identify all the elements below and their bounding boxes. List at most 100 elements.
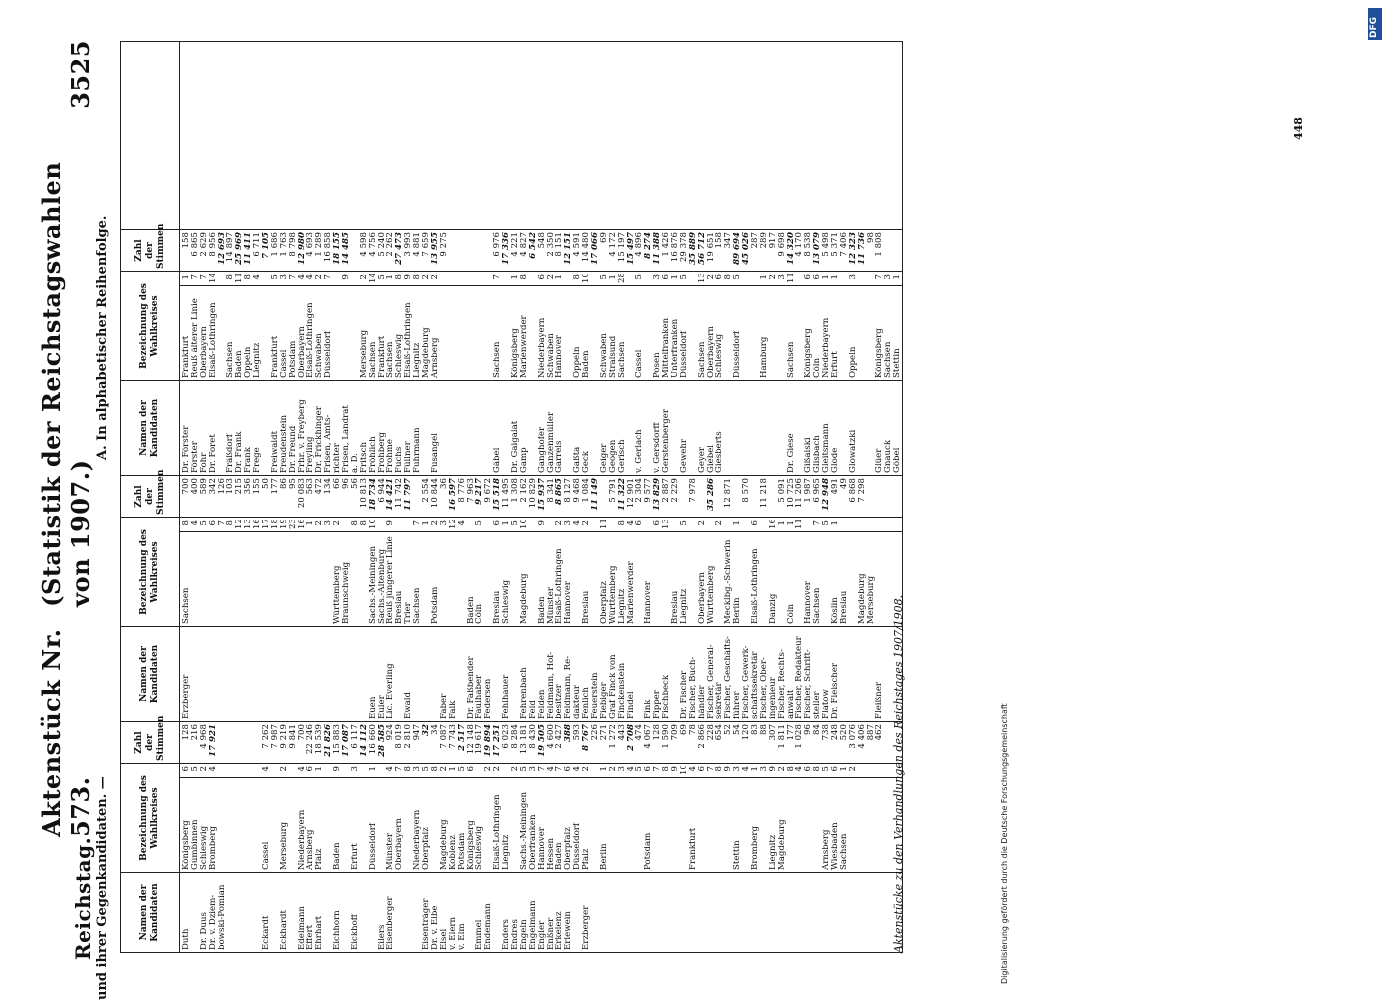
district-name: Reuß jüngerer Linie xyxy=(386,536,396,624)
district-number: 6 xyxy=(804,766,813,775)
district-number: 6 xyxy=(751,520,760,529)
votes-col-2: 700 400 589 342 126 103 215 356 155 50 177 86 95 20 0… xyxy=(179,475,903,518)
district-number: 7 xyxy=(538,766,547,775)
candidate-name xyxy=(600,875,609,950)
district-name: Düsseldorf xyxy=(679,330,689,378)
vote-count: 78 xyxy=(688,724,698,735)
vote-count: 50 xyxy=(262,478,271,489)
vote-count: 8 956 xyxy=(208,232,218,257)
candidate-name xyxy=(591,383,600,473)
candidate-name: händler xyxy=(697,685,707,719)
district-number: 5 xyxy=(680,274,689,283)
district-number: 9 xyxy=(333,766,342,775)
district-number: 9 xyxy=(671,766,680,775)
vote-count: 3 993 xyxy=(404,232,414,257)
subtitle-right: A. In alphabetischer Reihenfolge. xyxy=(95,215,110,460)
vote-count: 342 xyxy=(208,478,218,495)
district-name xyxy=(306,534,315,624)
vote-count: 2 517 xyxy=(457,724,467,751)
district-number xyxy=(342,766,351,775)
candidate-name xyxy=(262,383,271,473)
district-name xyxy=(218,534,227,624)
vote-count: 8 430 xyxy=(528,724,538,749)
candidate-name: Frisen, Amts- xyxy=(324,414,334,473)
candidate-name xyxy=(467,383,476,473)
names-col-1: Duth Dr. Duus Dr. v. Dziem-bowski-Pomian … xyxy=(179,872,903,953)
header-page-number: 3525 xyxy=(66,40,95,109)
district-number: 6 xyxy=(209,520,218,529)
vote-count: 700 xyxy=(182,478,191,495)
district-number: 7 xyxy=(707,766,716,775)
district-name: Cöln xyxy=(475,603,485,624)
district-number xyxy=(467,274,476,283)
candidate-name xyxy=(627,875,636,950)
district-number: 4 xyxy=(209,766,218,775)
district-number: 5 xyxy=(475,520,484,529)
candidate-name: Geogen xyxy=(608,439,618,473)
district-name: Hamburg xyxy=(759,336,769,378)
candidate-name: Eckardt xyxy=(262,915,271,950)
district-name: Königsberg xyxy=(804,328,814,378)
candidate-name xyxy=(395,629,404,719)
district-number: 1 xyxy=(822,274,831,283)
candidate-name xyxy=(306,629,315,719)
vote-count: 11 797 xyxy=(404,478,414,511)
dfg-logo-text: DFG xyxy=(1369,16,1379,38)
district-name: Düsseldorf xyxy=(324,330,334,378)
vote-count: 6 542 xyxy=(528,232,538,259)
vote-count: 9 468 xyxy=(573,478,583,503)
district-number: 11 xyxy=(786,274,796,283)
district-number: 3 xyxy=(351,766,360,775)
district-number: 8 xyxy=(404,766,413,775)
district-name xyxy=(662,780,671,870)
district-name xyxy=(244,534,253,624)
district-number: 3 xyxy=(778,274,787,283)
vote-count: 400 xyxy=(190,478,200,495)
district-name: Oberfranken xyxy=(528,814,538,870)
candidate-name: Fenlich xyxy=(582,687,591,719)
district-name xyxy=(209,534,218,624)
district-name: Sachs.-Meiningen xyxy=(519,792,529,870)
district-number: 6 xyxy=(493,520,502,529)
candidate-name: Glowatzki xyxy=(848,429,858,473)
vote-count: 13 181 xyxy=(519,724,529,755)
candidate-name: Dr. v. Elbe xyxy=(430,905,440,950)
vote-count: 917 xyxy=(768,232,778,249)
district-name: Liegnitz xyxy=(413,342,423,378)
vote-count xyxy=(715,478,724,515)
candidate-name: Eckhardt xyxy=(279,909,289,950)
candidate-name: Frohme xyxy=(386,438,396,473)
vote-count: 548 xyxy=(537,232,547,249)
district-name xyxy=(244,780,253,870)
district-number: 6 xyxy=(182,766,191,775)
district-number: 1 xyxy=(787,520,796,529)
spacer-col xyxy=(179,41,903,230)
vote-count: 56 xyxy=(350,478,360,489)
vote-count: 86 xyxy=(279,478,289,489)
candidate-name: Erzberger xyxy=(582,905,591,950)
candidate-name: Freudenstein xyxy=(279,414,289,473)
candidate-name: Glüer xyxy=(875,448,885,473)
district-name xyxy=(458,534,467,624)
vote-count: 18 539 xyxy=(315,724,325,755)
district-name: Hannover xyxy=(564,581,574,624)
vote-count: 9 219 xyxy=(279,724,289,749)
candidate-name xyxy=(262,629,271,719)
district-name: Oberbayern xyxy=(395,818,405,870)
district-name xyxy=(484,534,493,624)
district-name: Sachsen xyxy=(182,587,191,624)
district-name: Sachsen xyxy=(386,341,396,378)
col-header-names-1: Namen der Kandidaten xyxy=(120,872,180,953)
vote-count: 8 284 xyxy=(510,724,520,749)
district-number: 5 xyxy=(635,766,644,775)
names-col-2: Erzberger Euen Euler Lic. Everling Ewald F… xyxy=(179,626,903,722)
district-name xyxy=(707,780,716,870)
district-name: Württemberg xyxy=(333,565,343,624)
vote-count: 12 151 xyxy=(564,232,574,265)
district-name: Magdeburg xyxy=(857,573,867,624)
district-number: 10 xyxy=(679,766,689,775)
district-number: 1 xyxy=(315,766,324,775)
vote-count: 8 776 xyxy=(457,478,467,503)
district-name xyxy=(724,288,733,378)
